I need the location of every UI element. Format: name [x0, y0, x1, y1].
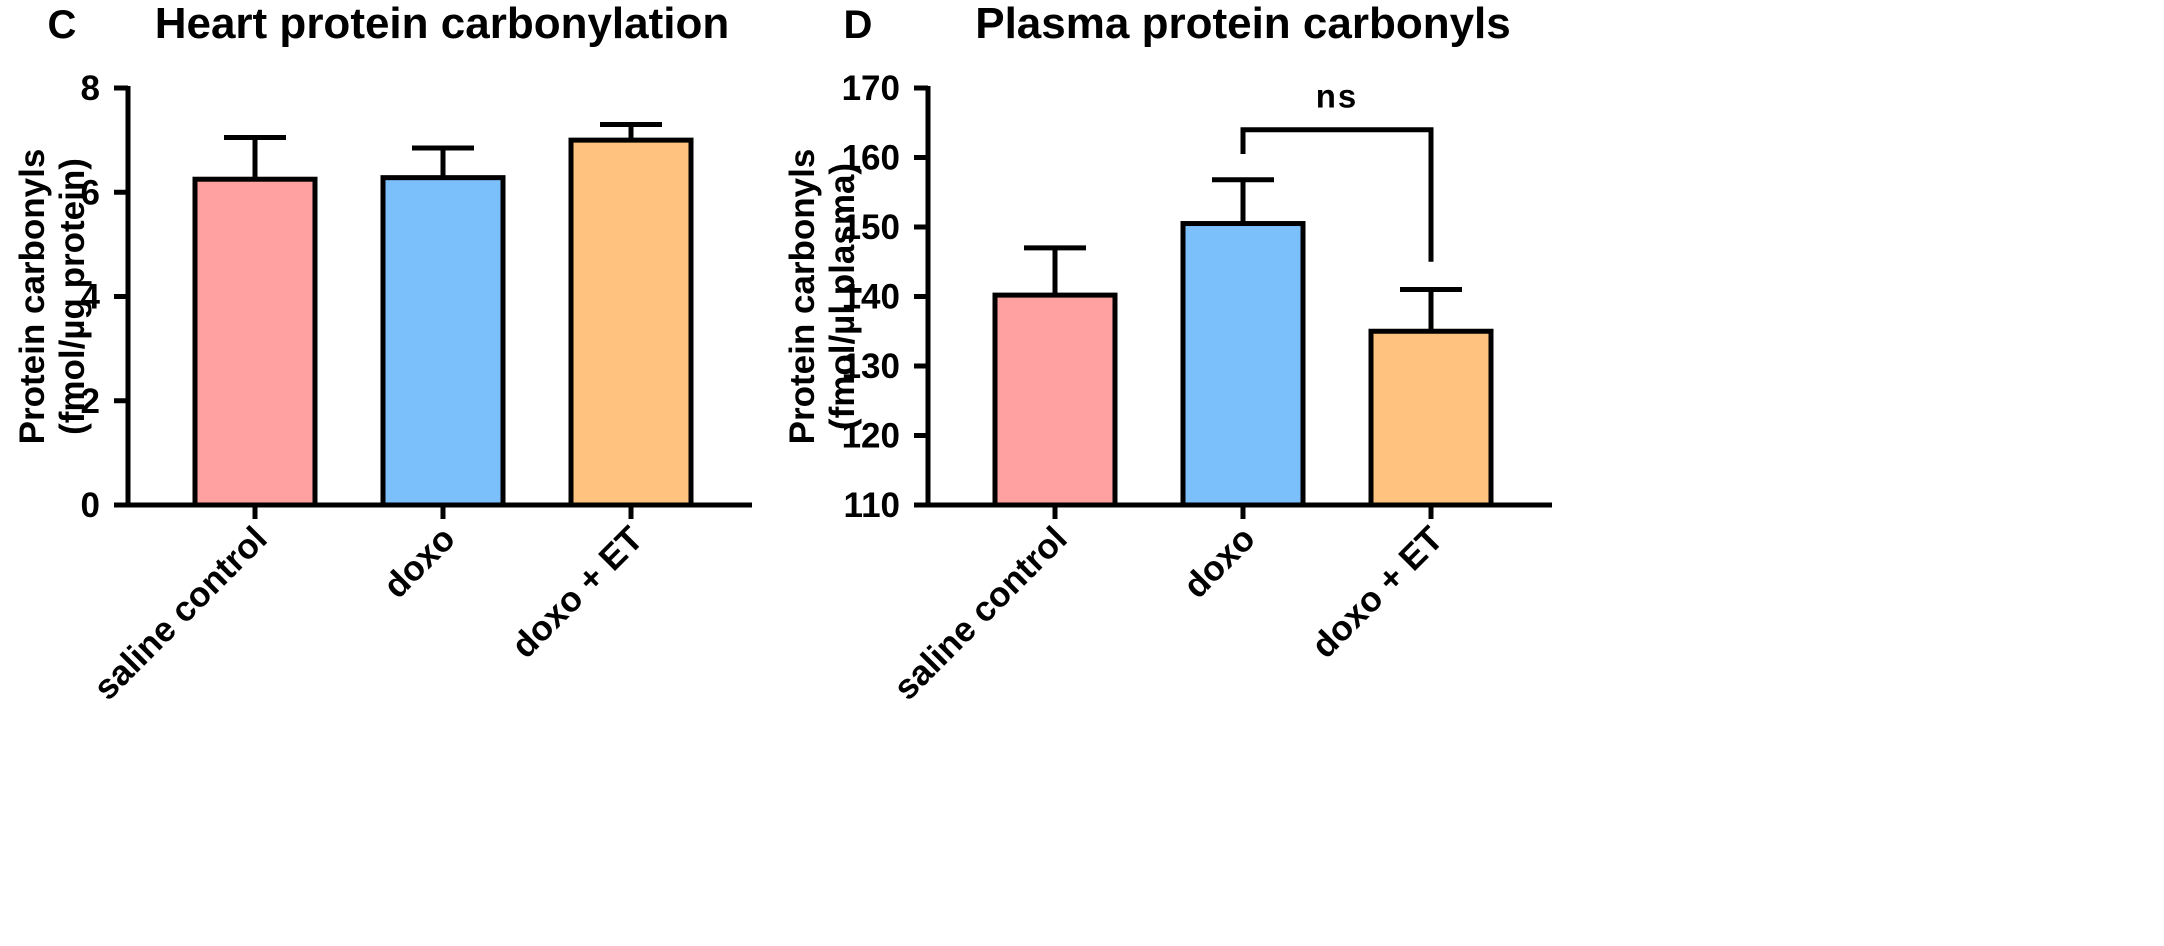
panel-d-plasma-chart: D Plasma protein carbonyls Protein carbony…: [783, 0, 1552, 708]
y-axis-title-line: (fmol/µg protein): [53, 158, 92, 435]
y-tick-label: 120: [842, 417, 900, 456]
y-tick-label: 8: [81, 69, 100, 108]
panel-c-heart-chart: C Heart protein carbonylation Protein carb…: [13, 0, 752, 708]
significance-label: ns: [1316, 78, 1359, 115]
y-axis-title-line: (fmol/µl plasma): [823, 163, 862, 430]
y-axis-title-line: Protein carbonyls: [13, 149, 52, 445]
y-tick-label: 160: [842, 139, 900, 178]
panel-letter: D: [844, 3, 873, 47]
y-tick-label: 2: [81, 382, 100, 421]
x-category-label: doxo: [1176, 519, 1263, 606]
x-category-label: doxo + ET: [504, 519, 651, 666]
x-category-label: saline control: [86, 519, 274, 707]
x-category-label: saline control: [886, 519, 1074, 707]
y-tick-label: 110: [844, 486, 900, 525]
y-tick-label: 170: [842, 69, 900, 108]
y-tick-label: 130: [842, 347, 900, 386]
bar: [568, 137, 694, 508]
y-axis-title-line: Protein carbonyls: [783, 149, 822, 445]
chart-title: Heart protein carbonylation: [155, 0, 730, 48]
y-tick-label: 140: [842, 278, 900, 317]
significance-bracket: [1240, 127, 1434, 262]
bar: [380, 175, 506, 508]
y-tick-label: 150: [842, 208, 900, 247]
x-category-label: doxo + ET: [1304, 519, 1451, 666]
y-tick-label: 4: [81, 278, 101, 317]
panel-letter: C: [48, 3, 77, 47]
x-category-label: doxo: [376, 519, 463, 606]
bar: [192, 176, 318, 508]
y-tick-label: 0: [81, 486, 100, 525]
bar: [992, 292, 1118, 508]
chart-title: Plasma protein carbonyls: [975, 0, 1511, 48]
y-tick-label: 6: [81, 173, 100, 212]
bar: [1368, 328, 1494, 508]
bar: [1180, 221, 1306, 508]
